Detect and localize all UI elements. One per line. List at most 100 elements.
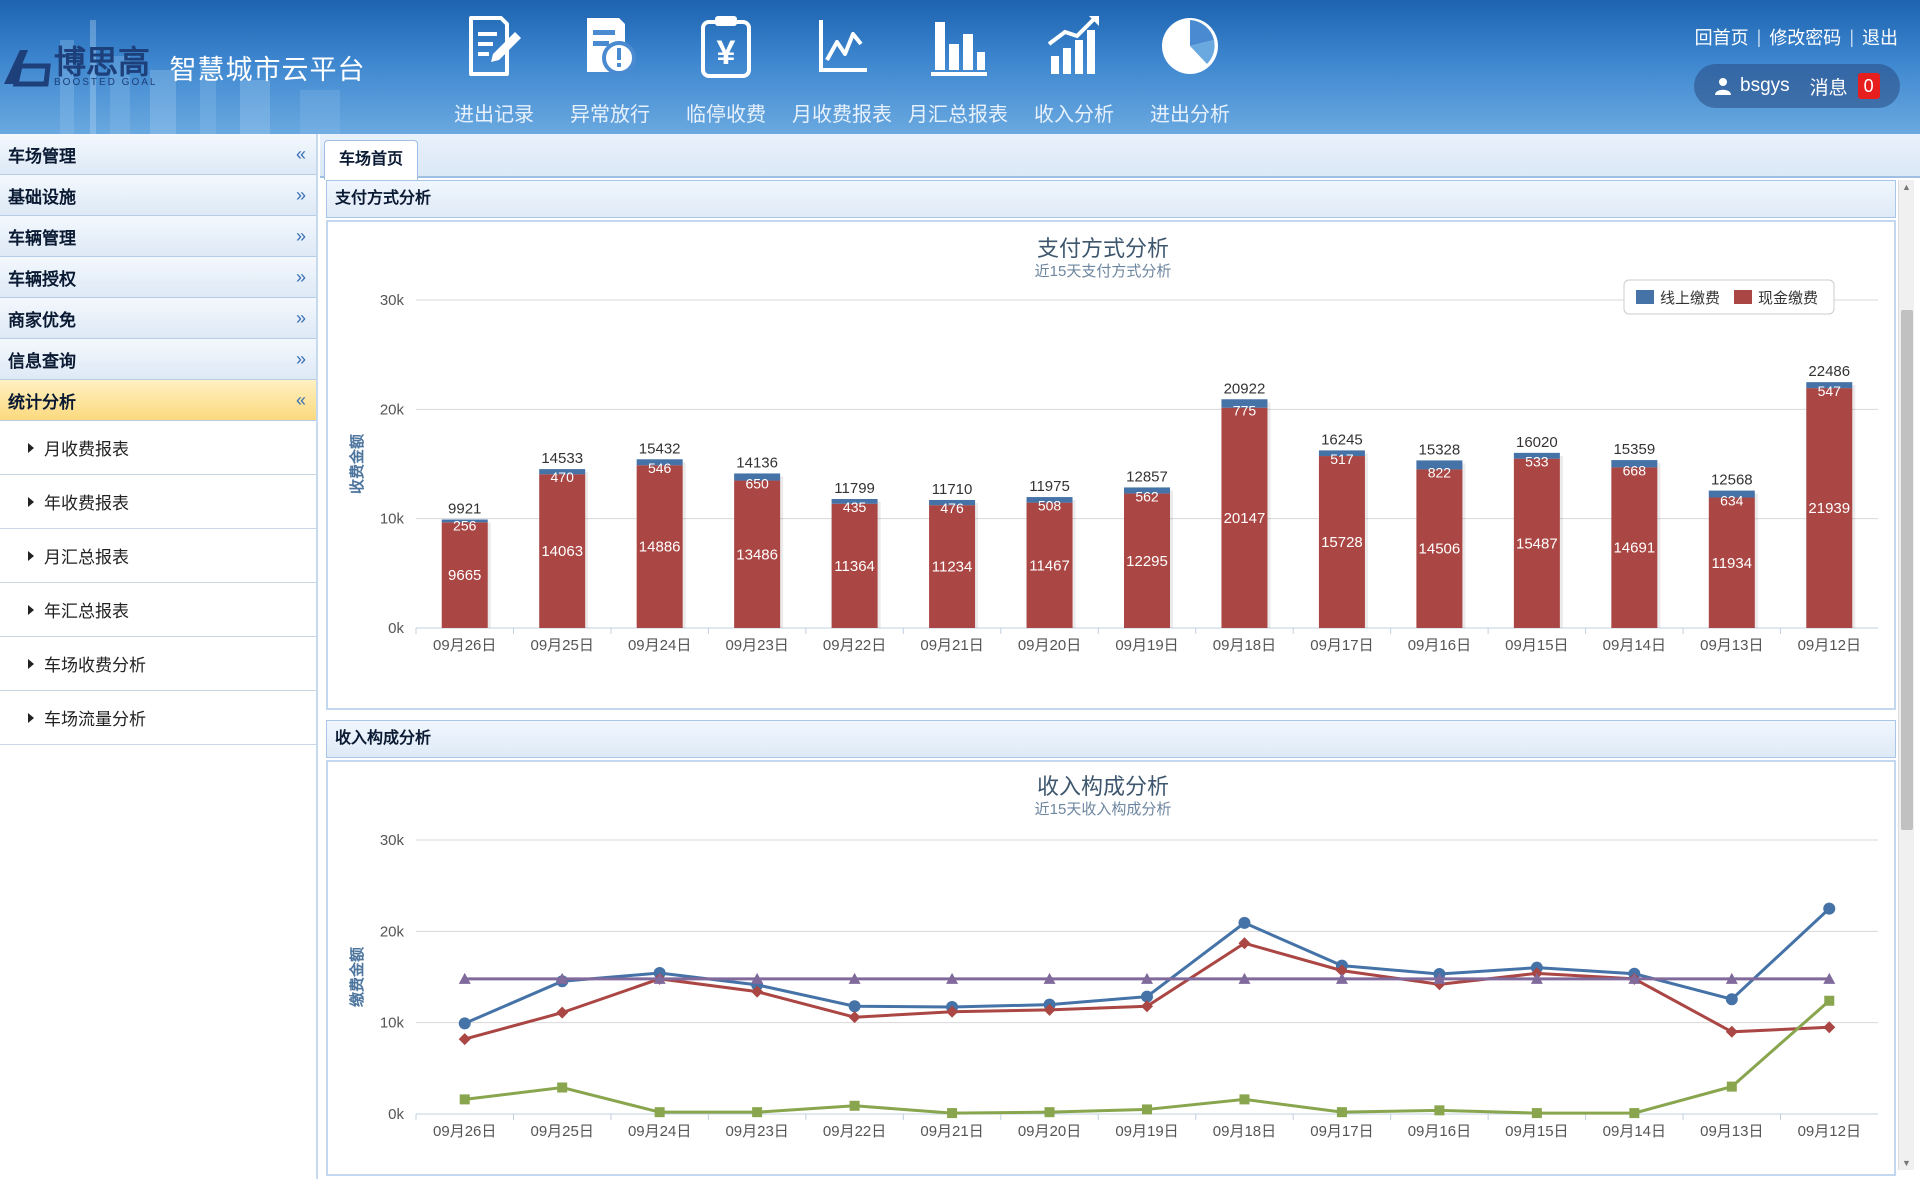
x-tick-label: 09月13日 (1700, 1123, 1763, 1140)
nav-temp-parking-fee[interactable]: ¥ 临停收费 (668, 14, 784, 130)
sidebar-item-lot-fee-analysis[interactable]: 车场收费分析 (0, 637, 316, 691)
bar-cash (1026, 502, 1073, 628)
x-tick-label: 09月12日 (1798, 637, 1861, 654)
brand-logo[interactable]: 博思高 BOOSTED GOAL 智慧城市云平台 (0, 44, 365, 90)
city-skyline-icon (60, 20, 340, 134)
tab-lot-home[interactable]: 车场首页 (324, 140, 418, 180)
bar-online (831, 498, 878, 504)
bar-online-label: 546 (648, 460, 672, 476)
sidebar-section-statistics[interactable]: 统计分析 « (0, 380, 316, 421)
bar-online (636, 459, 683, 466)
sidebar-item-yearly-fee-report[interactable]: 年收费报表 (0, 475, 316, 529)
nav-label: 进出记录 (454, 104, 534, 126)
legend-box (1623, 279, 1835, 315)
bar-cash (734, 480, 781, 628)
scrollbar-thumb[interactable] (1901, 310, 1913, 830)
nav-monthly-fee-report[interactable]: 月收费报表 (784, 14, 900, 130)
sidebar-item-label: 月收费报表 (44, 440, 129, 459)
bar-total-label: 20922 (1224, 380, 1266, 397)
legend-label-cash: 现金缴费 (1758, 290, 1818, 307)
sidebar-section-infrastructure[interactable]: 基础设施 » (0, 175, 316, 216)
point-purple (1823, 972, 1836, 984)
bar-online (539, 469, 586, 475)
bar-cash (1611, 467, 1658, 628)
collapse-icon[interactable]: « (295, 143, 306, 164)
bar-total-label: 14136 (736, 454, 778, 471)
sidebar-item-lot-traffic-analysis[interactable]: 车场流量分析 (0, 691, 316, 745)
header: 博思高 BOOSTED GOAL 智慧城市云平台 进出记录 (0, 0, 1920, 134)
point-red (1043, 1003, 1056, 1016)
x-tick-label: 09月26日 (433, 637, 496, 654)
nav-label: 收入分析 (1034, 104, 1114, 126)
bar-total-label: 15328 (1419, 441, 1461, 458)
point-green (459, 1094, 470, 1105)
sidebar-section-lot-management[interactable]: 车场管理 « (0, 134, 316, 175)
bar-cash-label: 14063 (541, 543, 583, 560)
nav-income-analysis[interactable]: 收入分析 (1016, 14, 1132, 130)
bar-online-label: 547 (1818, 383, 1842, 399)
chart-subtitle: 近15天支付方式分析 (1035, 263, 1172, 280)
vertical-scrollbar[interactable]: ▲ ▼ (1898, 180, 1914, 1170)
section-label: 信息查询 (8, 351, 76, 371)
bar-total-label: 16245 (1321, 431, 1363, 448)
scroll-up-icon[interactable]: ▲ (1902, 182, 1911, 192)
nav-monthly-summary[interactable]: 月汇总报表 (900, 14, 1016, 130)
x-tick-label: 09月21日 (920, 637, 983, 654)
nav-abnormal-release[interactable]: 异常放行 (552, 14, 668, 130)
svg-text:¥: ¥ (717, 34, 736, 72)
bar-online (1708, 490, 1755, 498)
username[interactable]: bsgys (1740, 75, 1790, 96)
scroll-down-icon[interactable]: ▼ (1902, 1158, 1911, 1168)
expand-icon: » (295, 266, 306, 287)
section-label: 统计分析 (8, 392, 76, 412)
bar-online-label: 822 (1428, 464, 1452, 480)
sidebar-item-monthly-fee-report[interactable]: 月收费报表 (0, 421, 316, 475)
brand-english: BOOSTED GOAL (54, 76, 158, 88)
sidebar-section-info-query[interactable]: 信息查询 » (0, 339, 316, 380)
sidebar-section-vehicle-authorization[interactable]: 车辆授权 » (0, 257, 316, 298)
y-tick-label: 10k (380, 1015, 405, 1032)
bar-total-label: 12568 (1711, 472, 1753, 489)
point-green (1142, 1104, 1152, 1115)
message-count-badge[interactable]: 0 (1857, 73, 1880, 99)
x-tick-label: 09月16日 (1408, 1123, 1471, 1140)
bar-online (1806, 382, 1853, 389)
nav-traffic-analysis[interactable]: 进出分析 (1132, 14, 1248, 130)
point-purple (1238, 972, 1251, 984)
bar-total-label: 9921 (448, 501, 481, 518)
nav-entry-records[interactable]: 进出记录 (436, 14, 552, 130)
bar-total-label: 11710 (932, 481, 973, 498)
point-purple (1530, 972, 1543, 984)
legend-label-online: 线上缴费 (1660, 290, 1720, 307)
main-content: 车场首页 支付方式分析 支付方式分析 近15天支付方式分析 0k 10k 20k 30k 收… (320, 134, 1920, 1179)
y-tick-label: 20k (380, 923, 405, 940)
bar-cash (539, 474, 586, 628)
point-blue (458, 1017, 471, 1030)
bar-online (929, 499, 976, 506)
expand-icon: » (295, 307, 306, 328)
sidebar-item-monthly-summary[interactable]: 月汇总报表 (0, 529, 316, 583)
change-password-link[interactable]: 修改密码 (1769, 28, 1842, 48)
bar-online-label: 517 (1330, 451, 1354, 467)
bar-cash-label: 15728 (1321, 534, 1363, 551)
nav-label: 异常放行 (570, 104, 650, 126)
point-red (1238, 937, 1251, 950)
triangle-right-icon (28, 604, 34, 615)
bar-total-label: 22486 (1808, 363, 1850, 380)
bar-cash-label: 11364 (834, 558, 875, 575)
logout-link[interactable]: 退出 (1862, 28, 1898, 48)
point-green (654, 1107, 665, 1118)
x-tick-label: 09月20日 (1018, 1123, 1081, 1140)
x-tick-label: 09月26日 (433, 1123, 496, 1140)
y-tick-label: 10k (380, 511, 405, 528)
sidebar-section-merchant-discounts[interactable]: 商家优免 » (0, 298, 316, 339)
y-tick-label: 0k (388, 620, 404, 637)
sidebar-item-yearly-summary[interactable]: 年汇总报表 (0, 583, 316, 637)
link-separator: | (1849, 26, 1854, 47)
messages-link[interactable]: 消息 (1809, 77, 1848, 99)
sidebar-section-vehicle-management[interactable]: 车辆管理 » (0, 216, 316, 257)
x-tick-label: 09月21日 (920, 1123, 983, 1140)
home-link[interactable]: 回首页 (1694, 28, 1749, 48)
